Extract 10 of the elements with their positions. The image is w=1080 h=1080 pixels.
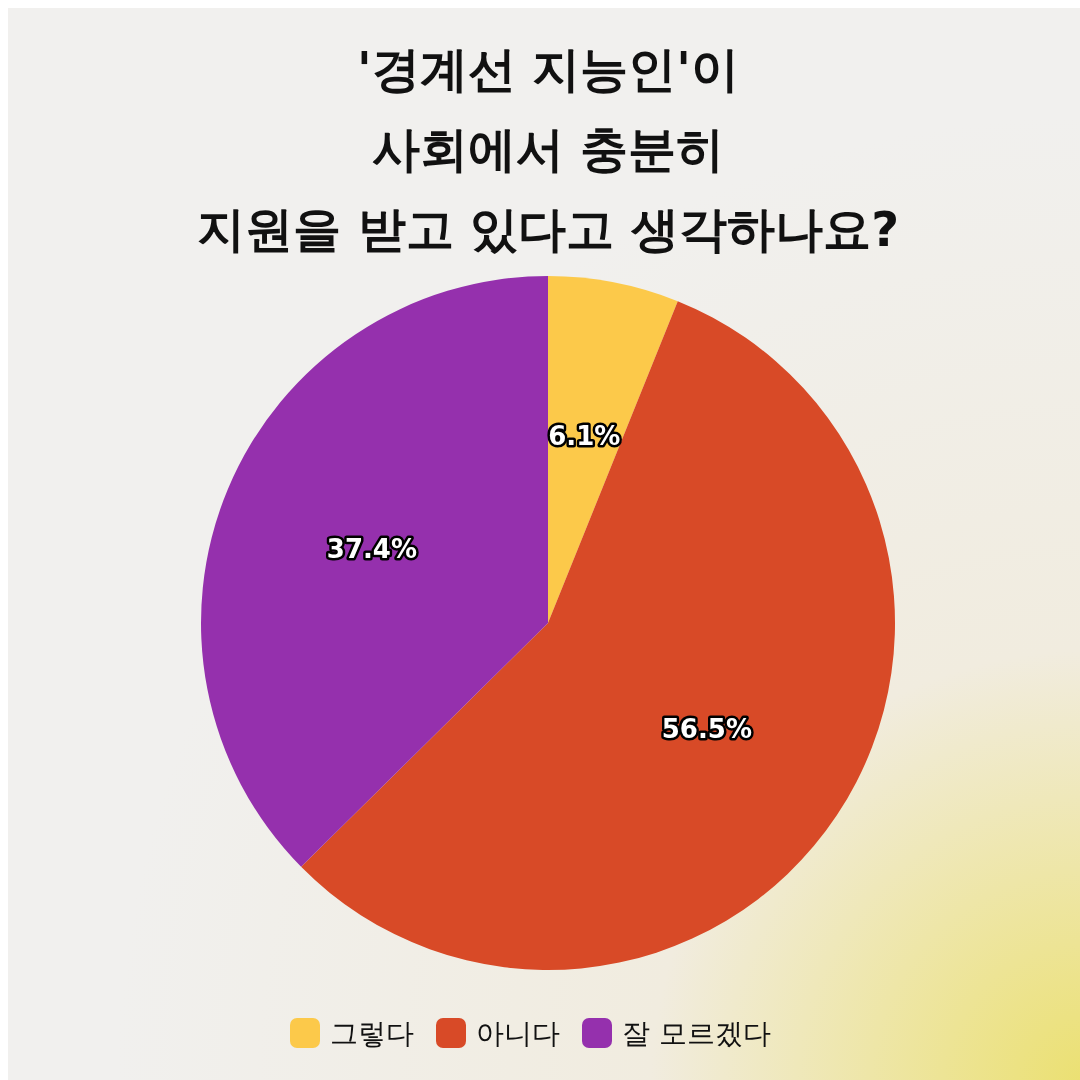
chart-title: '경계선 지능인'이 사회에서 충분히 지원을 받고 있다고 생각하나요?	[197, 41, 899, 257]
data-label: 56.5%	[661, 713, 752, 744]
legend-label: 아니다	[476, 1016, 560, 1050]
data-label: 37.4%	[326, 534, 418, 565]
pie-slice	[301, 301, 895, 970]
pie-slice	[548, 276, 678, 623]
legend-label: 잘 모르겠다	[622, 1016, 771, 1050]
pie-slice	[201, 276, 548, 867]
data-label: 6.1%	[548, 420, 621, 451]
legend-label: 그렇다	[330, 1016, 414, 1050]
